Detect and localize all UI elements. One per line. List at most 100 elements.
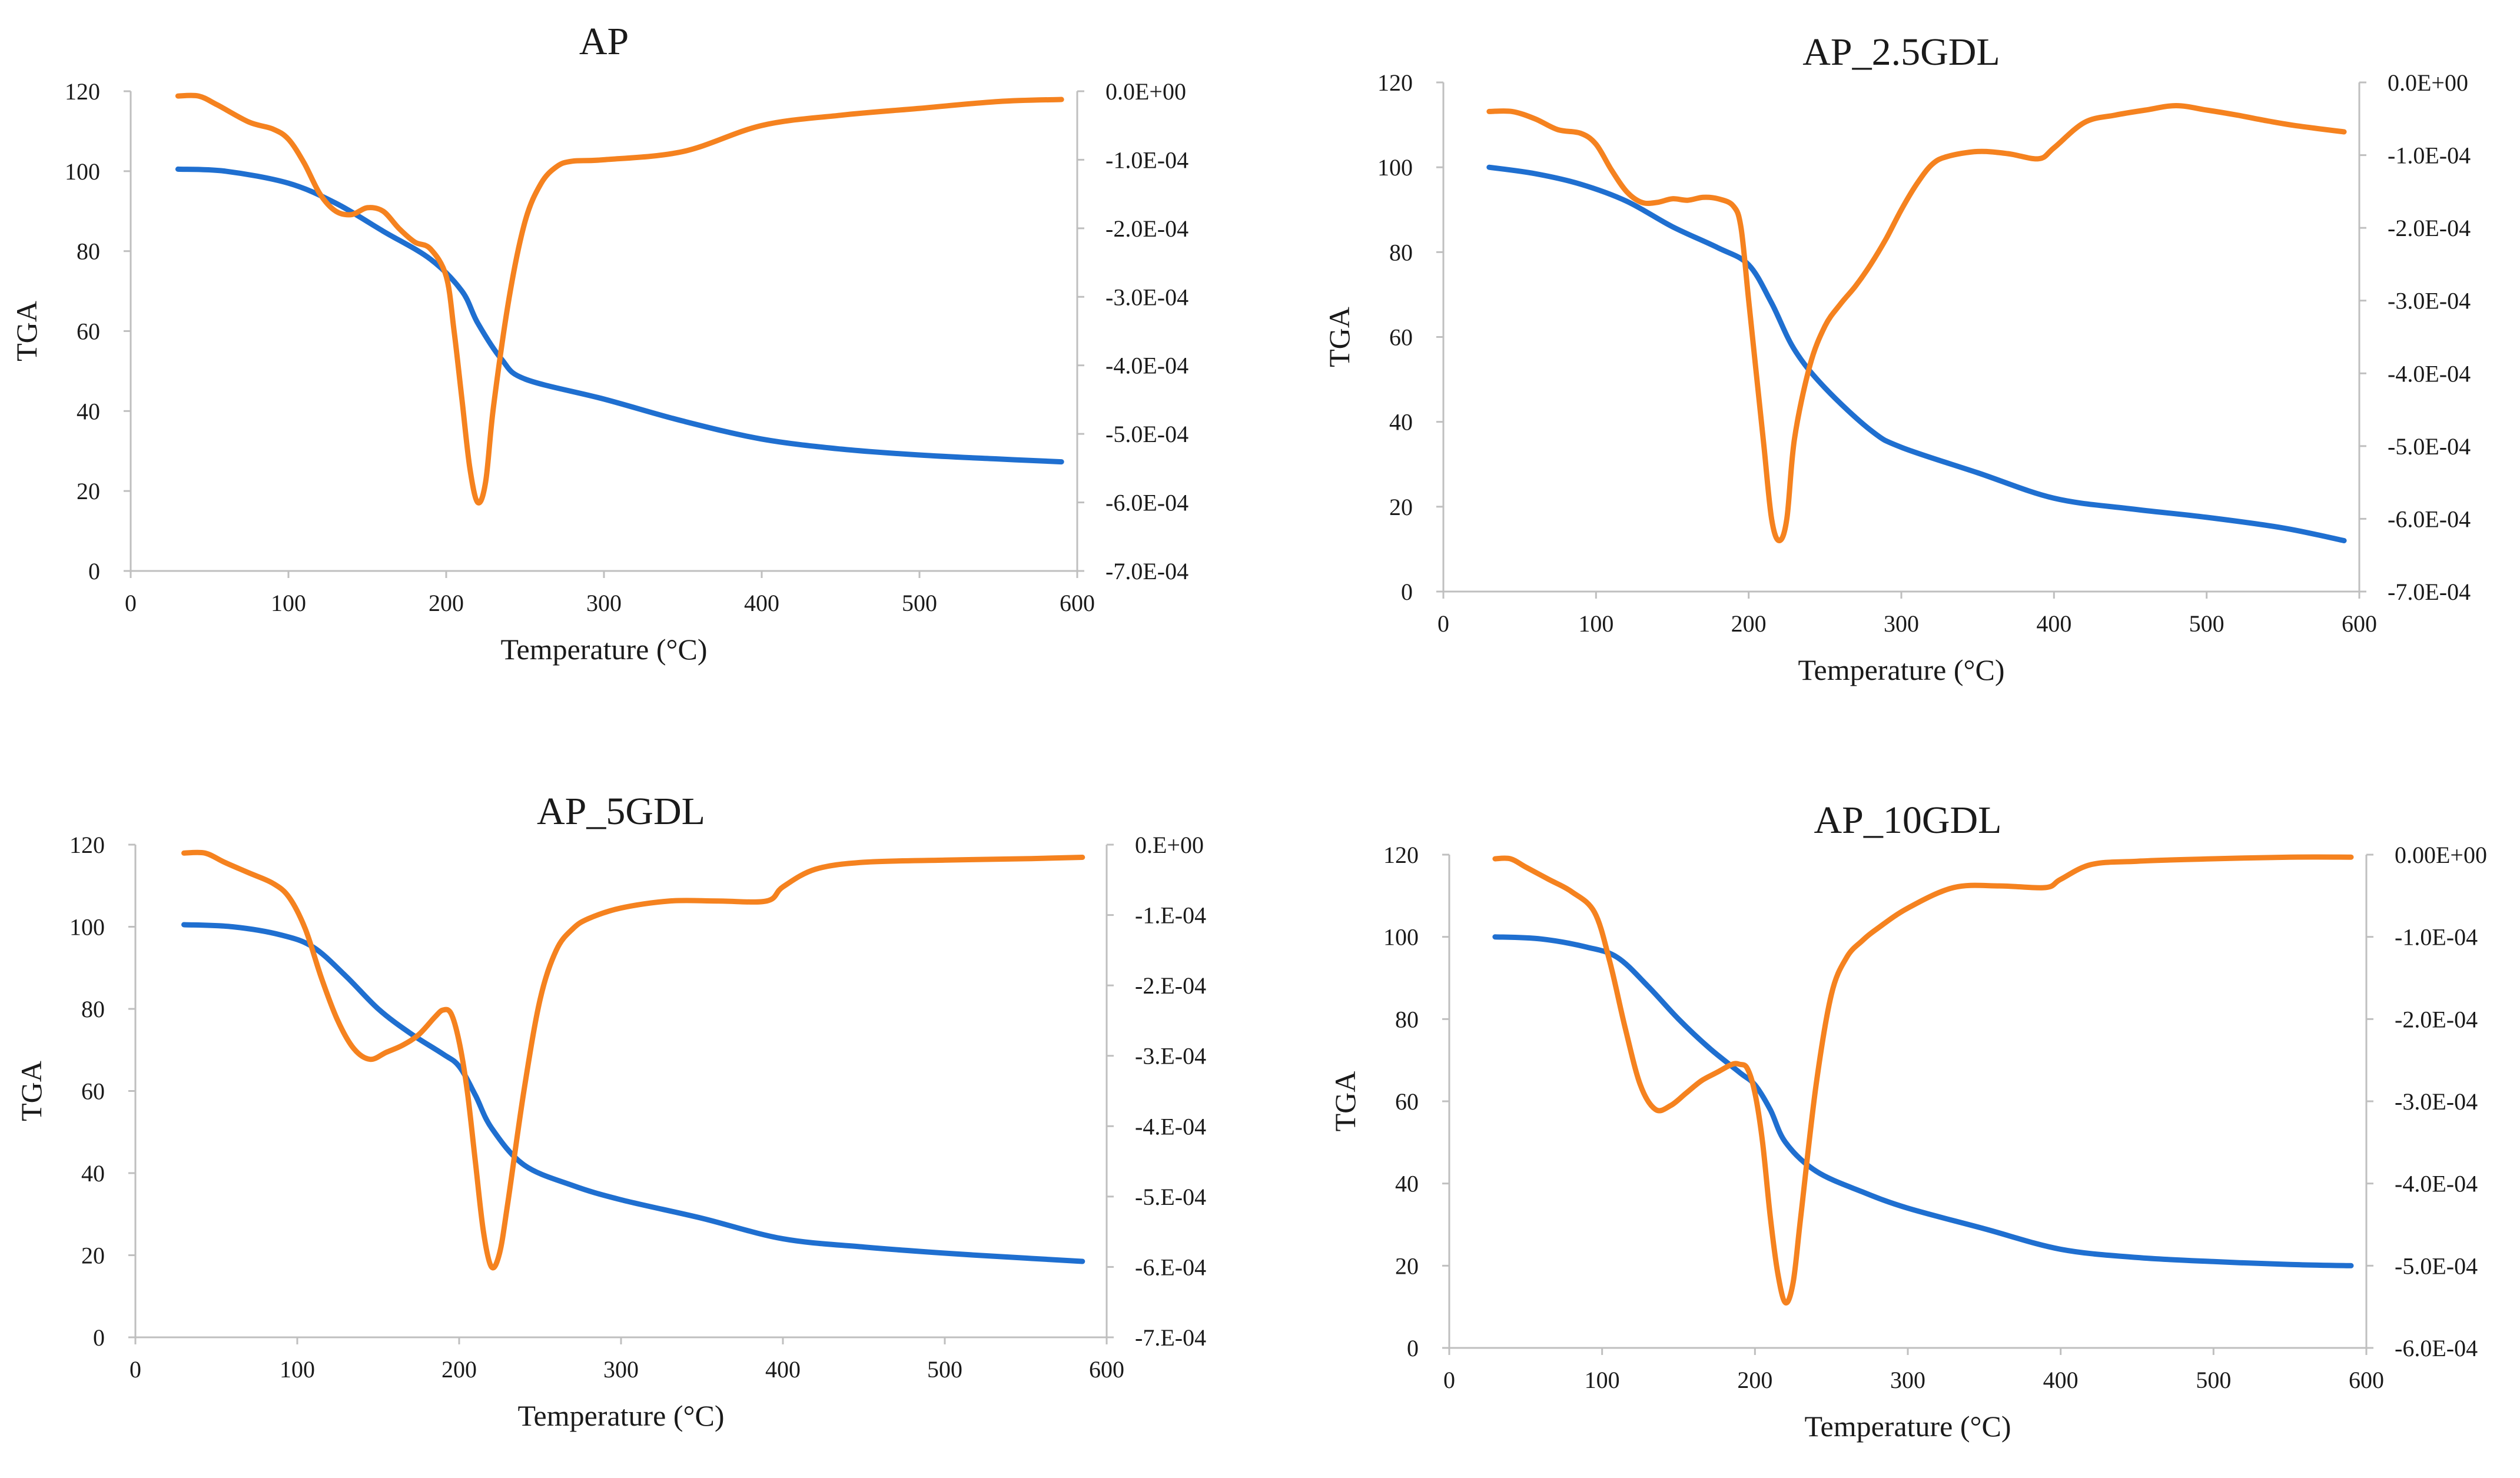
y2-tick-label: -7.E-04 — [1135, 1324, 1206, 1351]
y2-tick-label: 0.0E+00 — [2388, 69, 2468, 96]
x-tick-label: 0 — [1437, 610, 1449, 637]
y-tick-label: 80 — [77, 238, 100, 265]
chart-panel-2: AP_2.5GDL 0 100 200 300 400 500 600 0 20 40 60 80 100… — [1323, 31, 2471, 686]
y-tick-label: 60 — [77, 318, 100, 345]
x-axis-title: Temperature (°C) — [517, 1399, 724, 1432]
y-tick-label: 0 — [88, 558, 100, 584]
x-axis-title: Temperature (°C) — [1804, 1410, 2011, 1443]
y-tick-label: 60 — [81, 1078, 105, 1105]
y2-tick-label: -2.E-04 — [1135, 972, 1206, 999]
x-tick-label: 100 — [271, 590, 306, 616]
y2-tick-label: -3.0E-04 — [2388, 288, 2471, 314]
y2-tick-label: -1.0E-04 — [2395, 924, 2478, 951]
x-tick-label: 400 — [744, 590, 779, 616]
y2-tick-label: -4.E-04 — [1135, 1113, 1206, 1140]
y2-tick-label: -4.0E-04 — [1105, 353, 1188, 379]
y2-tick-label: -4.0E-04 — [2395, 1171, 2478, 1197]
x-tick-label: 200 — [429, 590, 464, 616]
y2-tick-label: -6.0E-04 — [2395, 1335, 2478, 1361]
y2-tick-label: -2.0E-04 — [2395, 1006, 2478, 1032]
y-tick-label: 40 — [81, 1160, 105, 1187]
y-tick-label: 0 — [1407, 1335, 1419, 1361]
y2-tick-label: -1.0E-04 — [2388, 142, 2471, 169]
x-tick-label: 0 — [125, 590, 137, 616]
y2-tick-label: -5.0E-04 — [2395, 1253, 2478, 1279]
y-tick-label: 40 — [77, 398, 100, 424]
x-tick-label: 0 — [1443, 1367, 1455, 1393]
x-tick-label: 300 — [603, 1356, 639, 1383]
chart-panel-4: AP_10GDL 0 100 200 300 400 500 600 0 20 40 60 80 100 1… — [1329, 799, 2487, 1443]
x-tick-label: 100 — [280, 1356, 315, 1383]
y2-tick-label: -6.0E-04 — [1105, 490, 1188, 516]
y-tick-label: 60 — [1395, 1088, 1419, 1115]
y2-tick-label: 0.E+00 — [1135, 832, 1204, 858]
y-tick-label: 0 — [1401, 579, 1413, 605]
y2-tick-label: -3.0E-04 — [2395, 1088, 2478, 1115]
x-tick-label: 500 — [2196, 1367, 2231, 1393]
series-line-tga — [181, 922, 1085, 1264]
y2-tick-label: -5.0E-04 — [2388, 433, 2471, 460]
y-tick-label: 20 — [81, 1243, 105, 1269]
y2-tick-label: -2.0E-04 — [1105, 215, 1188, 242]
y-tick-label: 80 — [1389, 239, 1413, 265]
y-tick-label: 100 — [65, 158, 100, 185]
y2-tick-label: -1.E-04 — [1135, 902, 1206, 929]
y2-tick-label: 0.0E+00 — [1105, 78, 1186, 105]
x-tick-label: 200 — [1731, 610, 1767, 637]
series-line-tga — [175, 166, 1064, 465]
chart-panel-3: AP_5GDL 0 100 200 300 400 500 600 0 20 40 60 80 100 12… — [15, 790, 1206, 1432]
y2-tick-label: -6.0E-04 — [2388, 506, 2471, 532]
chart-title: AP_5GDL — [537, 790, 705, 833]
series-line-tga — [1486, 164, 2347, 543]
y-axis-title: TGA — [1329, 1071, 1362, 1132]
x-tick-label: 500 — [902, 590, 937, 616]
x-axis-title: Temperature (°C) — [1798, 653, 2004, 686]
x-tick-label: 100 — [1578, 610, 1613, 637]
y-tick-label: 20 — [1395, 1253, 1419, 1279]
y-tick-label: 120 — [1377, 69, 1413, 96]
x-tick-label: 400 — [2036, 610, 2071, 637]
y-tick-label: 80 — [1395, 1006, 1419, 1032]
x-tick-label: 600 — [2349, 1367, 2384, 1393]
y2-tick-label: -7.0E-04 — [2388, 579, 2471, 605]
series-line-dtg — [181, 849, 1085, 1271]
chart-panel-1: AP 0 100 200 300 400 500 600 0 20 40 60 80 100 120 -7.0… — [10, 20, 1188, 666]
y-tick-label: 120 — [69, 832, 105, 858]
chart-title: AP_10GDL — [1814, 799, 2001, 842]
y-axis-title: TGA — [1323, 307, 1356, 367]
y2-tick-label: 0.00E+00 — [2395, 842, 2487, 868]
x-tick-label: 300 — [586, 590, 622, 616]
x-tick-label: 0 — [130, 1356, 141, 1383]
x-tick-label: 200 — [1737, 1367, 1772, 1393]
chart-title: AP_2.5GDL — [1802, 31, 2000, 74]
y2-tick-label: -5.E-04 — [1135, 1184, 1206, 1210]
y-tick-label: 100 — [69, 914, 105, 941]
y-tick-label: 40 — [1395, 1171, 1419, 1197]
y-tick-label: 120 — [1383, 842, 1419, 868]
y-tick-label: 20 — [1389, 494, 1413, 520]
x-tick-label: 400 — [2043, 1367, 2079, 1393]
series-line-dtg — [1492, 854, 2354, 1306]
y2-tick-label: -1.0E-04 — [1105, 147, 1188, 173]
y-tick-label: 0 — [93, 1324, 105, 1351]
y-tick-label: 100 — [1377, 154, 1413, 181]
x-tick-label: 500 — [2189, 610, 2224, 637]
y-axis-title: TGA — [15, 1061, 48, 1121]
y2-tick-label: -5.0E-04 — [1105, 421, 1188, 447]
y2-tick-label: -4.0E-04 — [2388, 360, 2471, 387]
series-line-dtg — [175, 92, 1064, 506]
x-tick-label: 300 — [1890, 1367, 1925, 1393]
series-line-dtg — [1486, 103, 2347, 543]
y-tick-label: 40 — [1389, 409, 1413, 436]
x-tick-label: 600 — [1060, 590, 1095, 616]
x-tick-label: 500 — [927, 1356, 962, 1383]
y-tick-label: 80 — [81, 996, 105, 1022]
x-tick-label: 400 — [765, 1356, 801, 1383]
y2-tick-label: -3.E-04 — [1135, 1043, 1206, 1070]
x-tick-label: 600 — [1089, 1356, 1124, 1383]
y2-tick-label: -6.E-04 — [1135, 1254, 1206, 1280]
y-tick-label: 120 — [65, 78, 100, 105]
x-tick-label: 200 — [441, 1356, 477, 1383]
y2-tick-label: -2.0E-04 — [2388, 215, 2471, 241]
